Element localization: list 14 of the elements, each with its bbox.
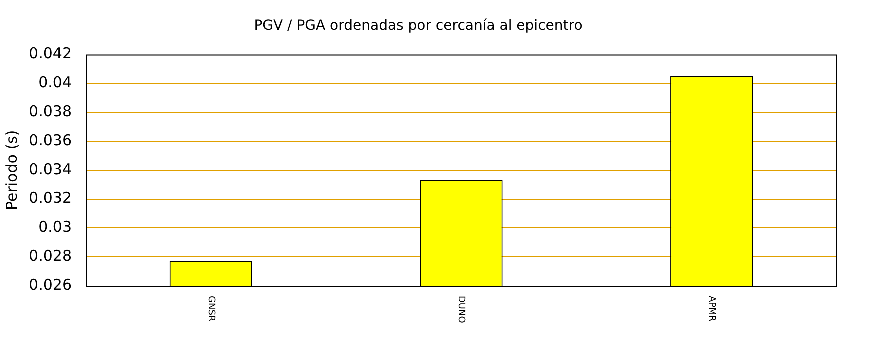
x-tick-label: APMR [706,296,716,322]
y-tick-label: 0.036 [29,131,72,150]
y-tick-label: 0.038 [29,102,72,120]
y-tick-label: 0.034 [29,160,72,178]
y-axis-title: Periodo (s) [2,130,21,211]
y-tick-label: 0.032 [29,189,72,208]
y-tick-label: 0.028 [29,246,72,265]
y-tick-label: 0.042 [29,44,72,63]
x-tick-label: DUNO [456,296,466,324]
y-tick-label: 0.026 [29,276,72,294]
chart-title: PGV / PGA ordenadas por cercanía al epicentro [254,18,583,34]
y-tick-label: 0.03 [38,218,72,236]
x-tick-label: GNSR [206,296,216,322]
y-tick-label: 0.04 [38,74,72,92]
